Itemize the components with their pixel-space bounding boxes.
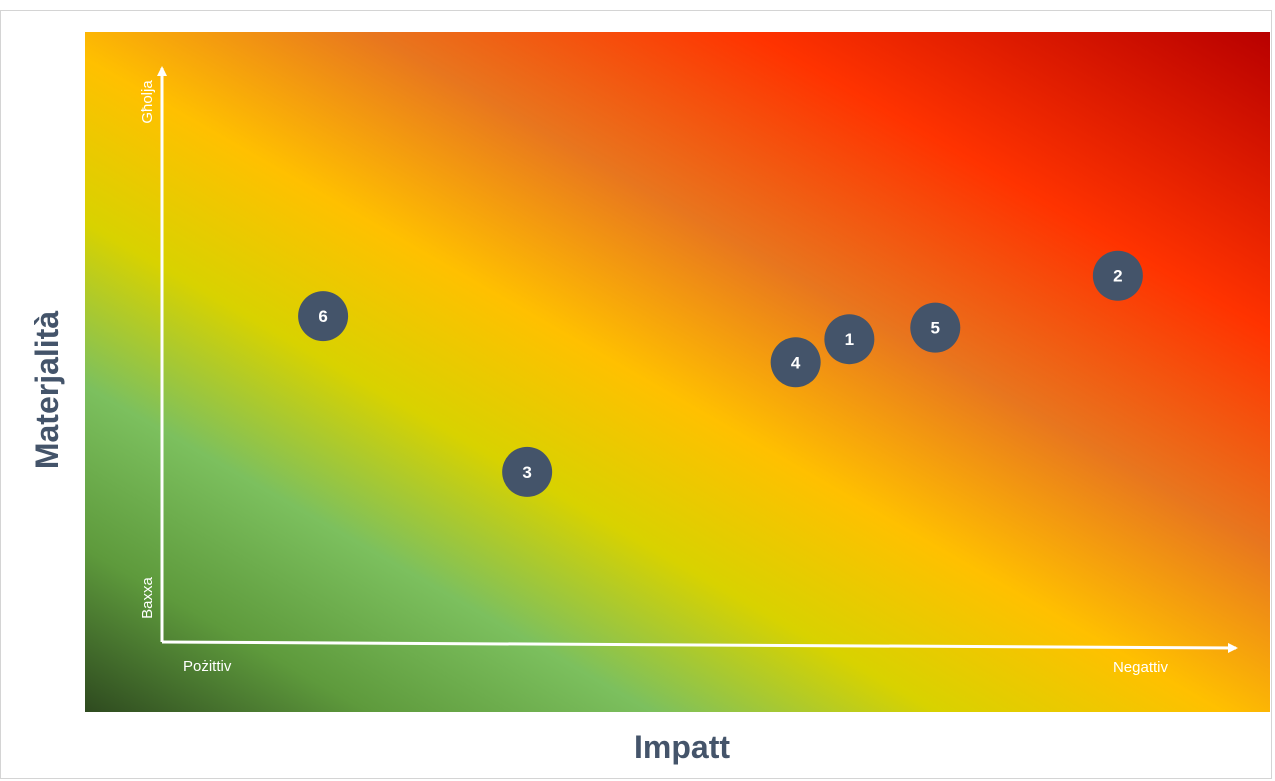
data-point-marker <box>910 302 961 353</box>
data-point-marker <box>298 291 349 342</box>
y-axis-high-label: Għolja <box>139 80 156 124</box>
x-axis-line <box>161 640 1238 653</box>
data-point-label: 5 <box>931 319 940 338</box>
data-point-label: 2 <box>1113 267 1122 286</box>
data-point: 3 <box>502 446 553 497</box>
x-axis-low-label: Pożittiv <box>183 658 232 675</box>
data-point: 4 <box>770 337 821 388</box>
y-axis-low-label: Baxxa <box>139 577 156 619</box>
heatmap-background <box>85 32 1270 712</box>
data-point-label: 4 <box>791 353 801 372</box>
points-layer: 1 2 3 4 5 6 <box>298 250 1143 497</box>
y-axis-title: Materjalità <box>29 311 65 469</box>
data-point: 1 <box>824 314 875 365</box>
data-point-marker <box>502 446 553 497</box>
data-point: 6 <box>298 291 349 342</box>
data-point-label: 1 <box>845 330 854 349</box>
data-point-label: 6 <box>318 307 327 326</box>
data-point: 5 <box>910 302 961 353</box>
data-point: 2 <box>1092 250 1143 301</box>
data-point-label: 3 <box>522 463 531 482</box>
x-axis-title: Impatt <box>634 729 730 765</box>
data-point-marker <box>824 314 875 365</box>
data-point-marker <box>1092 250 1143 301</box>
data-point-marker <box>770 337 821 388</box>
chart-frame <box>0 10 1272 779</box>
x-axis-high-label: Negattiv <box>1113 659 1169 676</box>
